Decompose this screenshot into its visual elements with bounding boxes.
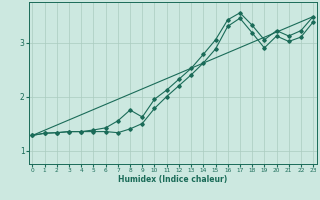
- X-axis label: Humidex (Indice chaleur): Humidex (Indice chaleur): [118, 175, 228, 184]
